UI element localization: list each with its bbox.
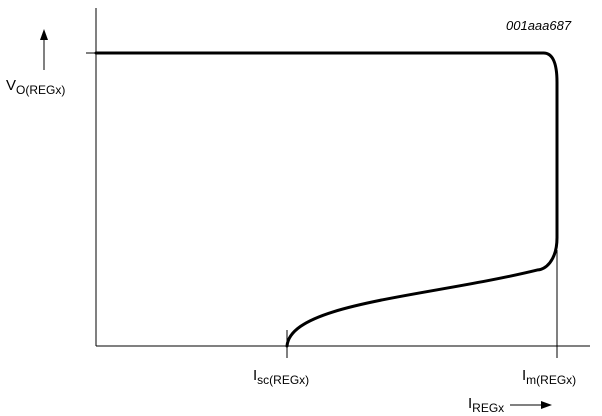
figure-code: 001aaa687: [506, 18, 572, 33]
x-tick-label-isc-main: I: [253, 367, 257, 384]
x-tick-label-im-main: I: [522, 367, 526, 384]
y-axis-label: VO(REGx): [6, 77, 65, 97]
x-tick-label-isc-sub: sc(REGx): [257, 373, 309, 387]
x-tick-label-im-sub: m(REGx): [526, 373, 576, 387]
foldback-curve: [94, 51, 559, 348]
y-axis-label-sub: O(REGx): [16, 83, 65, 97]
x-axis-label-main: I: [468, 395, 472, 412]
x-tick-label-isc: Isc(REGx): [253, 367, 309, 387]
y-axis-arrow: [40, 29, 48, 70]
x-axis-label: IREGx: [468, 395, 504, 415]
x-tick-label-im: Im(REGx): [522, 367, 576, 387]
y-axis-label-main: V: [6, 77, 16, 94]
x-axis-arrow: [510, 401, 552, 409]
x-axis-label-sub: REGx: [472, 401, 504, 415]
